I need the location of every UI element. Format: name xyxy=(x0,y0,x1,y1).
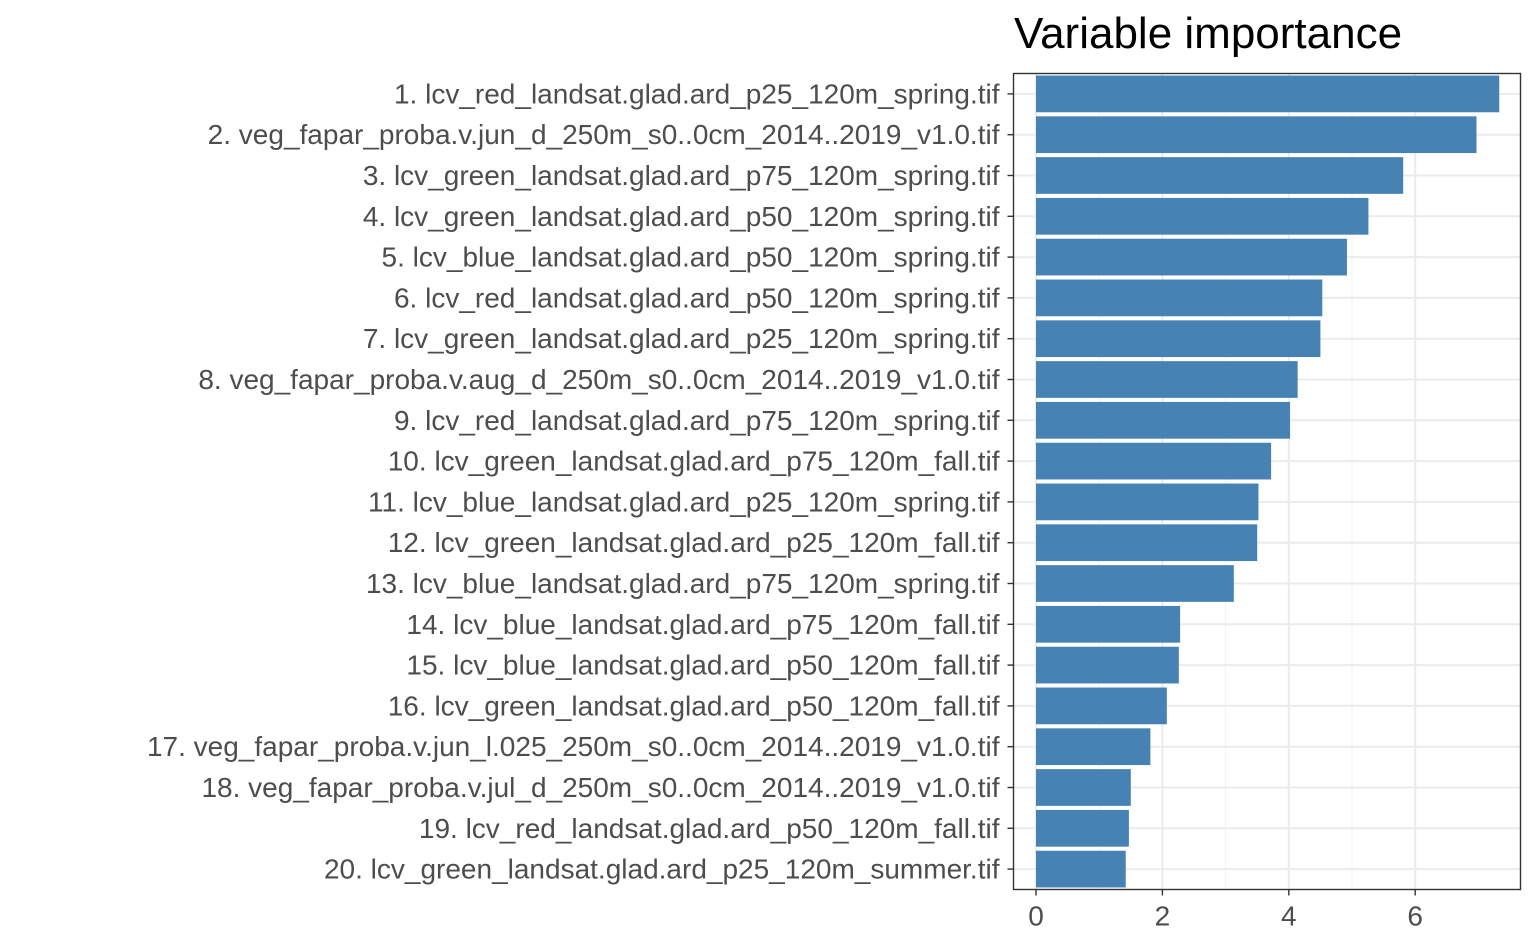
x-tick-label: 2 xyxy=(1155,901,1171,932)
bar xyxy=(1036,646,1179,684)
bar xyxy=(1036,116,1477,154)
y-tick-label: 14. lcv_blue_landsat.glad.ard_p75_120m_f… xyxy=(406,609,999,640)
bars xyxy=(1036,75,1500,888)
bar xyxy=(1036,524,1258,562)
y-tick-label: 11. lcv_blue_landsat.glad.ard_p25_120m_s… xyxy=(368,486,1000,517)
x-axis-labels: 0 2 4 6 xyxy=(1028,901,1423,932)
x-tick-label: 6 xyxy=(1407,901,1423,932)
x-tick-label: 0 xyxy=(1028,901,1044,932)
y-tick-label: 19. lcv_red_landsat.glad.ard_p50_120m_fa… xyxy=(419,813,1000,844)
y-tick-label: 9. lcv_red_landsat.glad.ard_p75_120m_spr… xyxy=(394,405,1000,436)
y-tick-label: 20. lcv_green_landsat.glad.ard_p25_120m_… xyxy=(324,854,1000,885)
bar xyxy=(1036,401,1291,439)
x-tick-label: 4 xyxy=(1281,901,1297,932)
chart-title: Variable importance xyxy=(1014,9,1402,58)
bar xyxy=(1036,605,1181,643)
y-tick-label: 10. lcv_green_landsat.glad.ard_p75_120m_… xyxy=(388,446,1000,477)
bar xyxy=(1036,728,1151,766)
bar xyxy=(1036,157,1404,194)
bar xyxy=(1036,197,1369,235)
y-tick-label: 13. lcv_blue_landsat.glad.ard_p75_120m_s… xyxy=(366,568,1000,599)
y-tick-label: 16. lcv_green_landsat.glad.ard_p50_120m_… xyxy=(388,690,1000,721)
y-tick-label: 17. veg_fapar_proba.v.jun_l.025_250m_s0.… xyxy=(147,731,1000,762)
bar xyxy=(1036,565,1234,602)
panel-border xyxy=(1012,72,1522,891)
y-tick-label: 8. veg_fapar_proba.v.aug_d_250m_s0..0cm_… xyxy=(198,364,999,395)
y-tick-label: 1. lcv_red_landsat.glad.ard_p25_120m_spr… xyxy=(394,78,1000,109)
y-axis-labels: 1. lcv_red_landsat.glad.ard_p25_120m_spr… xyxy=(147,78,1000,884)
y-tick-label: 15. lcv_blue_landsat.glad.ard_p50_120m_f… xyxy=(406,650,999,681)
bar xyxy=(1036,361,1298,398)
y-tick-label: 4. lcv_green_landsat.glad.ard_p50_120m_s… xyxy=(363,201,1000,232)
bar xyxy=(1036,687,1167,725)
bar xyxy=(1036,769,1131,806)
bar xyxy=(1036,850,1126,888)
bar xyxy=(1036,279,1323,317)
bar xyxy=(1036,442,1272,480)
bar xyxy=(1036,483,1259,521)
y-axis-ticks xyxy=(1007,93,1014,870)
bar xyxy=(1036,75,1500,113)
y-tick-label: 3. lcv_green_landsat.glad.ard_p75_120m_s… xyxy=(363,160,1000,191)
y-tick-label: 12. lcv_green_landsat.glad.ard_p25_120m_… xyxy=(388,527,1000,558)
grid-lines xyxy=(1013,73,1521,890)
y-tick-label: 2. veg_fapar_proba.v.jun_d_250m_s0..0cm_… xyxy=(208,119,1000,150)
y-tick-label: 7. lcv_green_landsat.glad.ard_p25_120m_s… xyxy=(363,323,1000,354)
bar xyxy=(1036,238,1347,276)
y-tick-label: 18. veg_fapar_proba.v.jul_d_250m_s0..0cm… xyxy=(201,772,999,803)
x-axis-ticks xyxy=(1035,889,1416,896)
y-tick-label: 5. lcv_blue_landsat.glad.ard_p50_120m_sp… xyxy=(382,242,1000,273)
bar xyxy=(1036,809,1129,847)
bar xyxy=(1036,320,1321,358)
y-tick-label: 6. lcv_red_landsat.glad.ard_p50_120m_spr… xyxy=(394,282,1000,313)
